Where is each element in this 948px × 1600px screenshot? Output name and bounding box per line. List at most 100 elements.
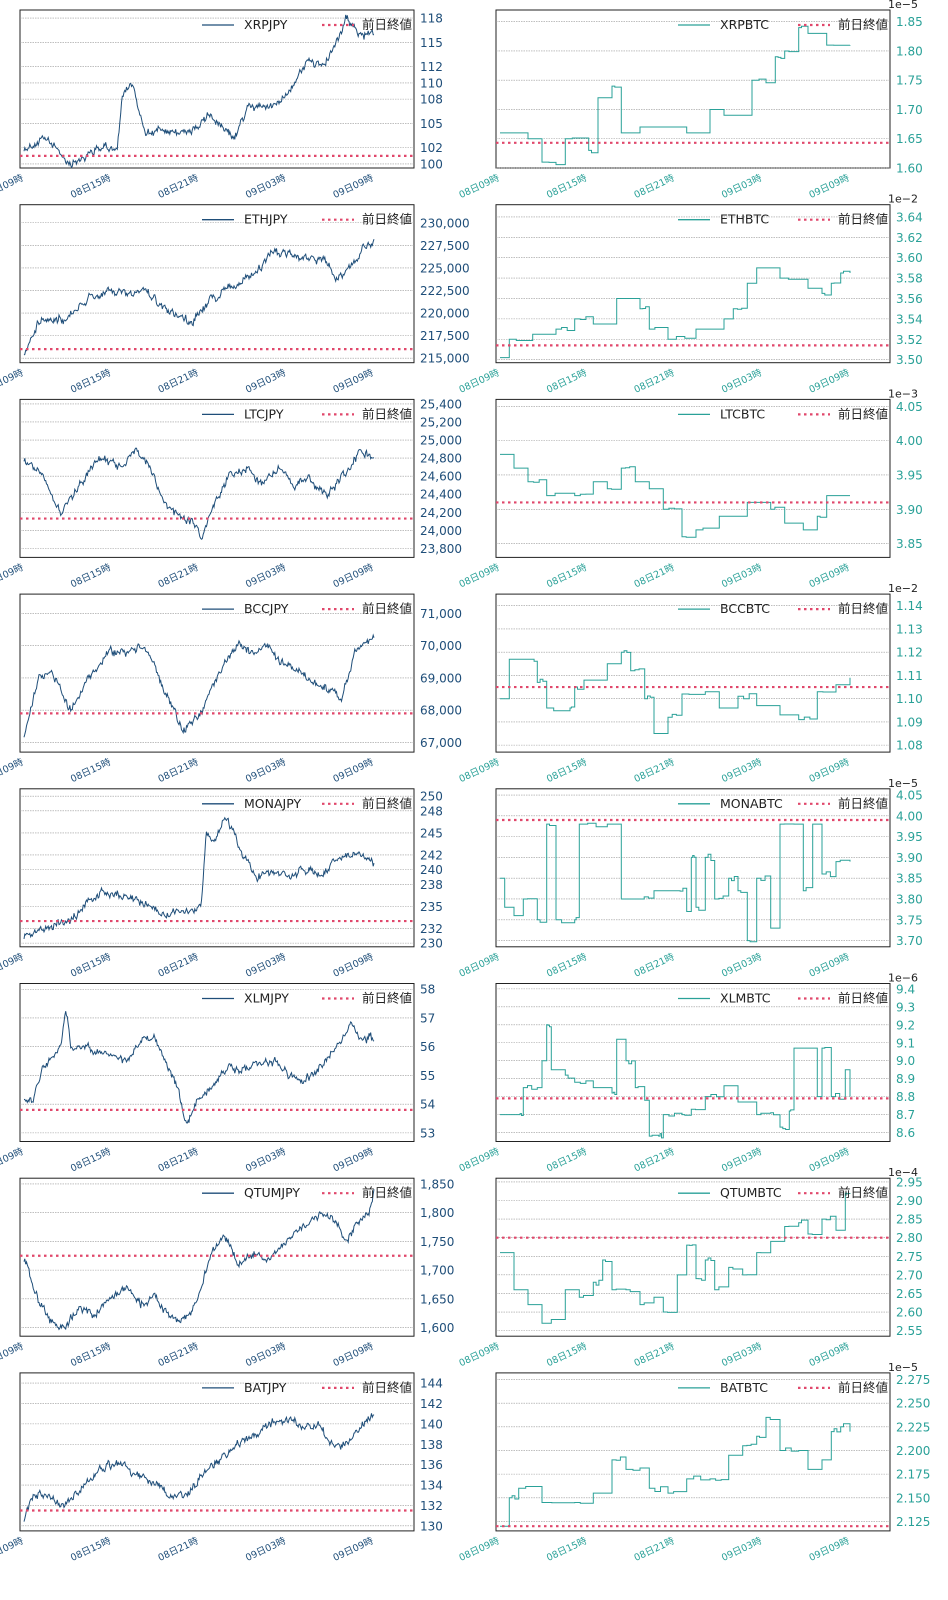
y-tick-label: 1.75: [896, 74, 923, 88]
y-tick-label: 9.4: [896, 982, 915, 996]
x-tick-label: 09日03時: [720, 757, 764, 785]
y-tick-label: 24,400: [420, 488, 462, 502]
series-line-batjpy: [23, 1413, 375, 1522]
chart-ethbtc: 3.50 3.52 3.54 3.56 3.58 3.60 3.62 3.64 1e−2 08日0…: [457, 193, 922, 396]
x-tick-label: 08日21時: [156, 1146, 200, 1174]
y-tick-label: 140: [420, 1417, 443, 1431]
y-tick-label: 1,600: [420, 1321, 454, 1335]
y-tick-label: 1.09: [896, 715, 923, 729]
y-tick-label: 134: [420, 1479, 443, 1493]
plot-frame: [495, 1372, 891, 1532]
x-tick-label: 09日03時: [720, 1535, 764, 1563]
y-tick-label: 54: [420, 1098, 435, 1112]
y-exponent-label: 1e−5: [888, 777, 918, 790]
chart-xlmjpy: 53 54 55 56 57 58 08日09時 08日15時 08日21時 09日03時 09日0…: [0, 983, 435, 1175]
legend-label-prev-close: 前日終値: [362, 406, 412, 421]
y-exponent-label: 1e−2: [888, 193, 918, 206]
legend-label-prev-close: 前日終値: [838, 17, 888, 32]
y-tick-label: 3.70: [896, 934, 923, 948]
x-tick-label: 08日09時: [457, 562, 501, 590]
y-tick-label: 1,800: [420, 1206, 454, 1220]
legend-label-series: BCCBTC: [720, 601, 770, 616]
legend-label-prev-close: 前日終値: [838, 1380, 888, 1395]
y-tick-label: 25,200: [420, 415, 462, 429]
x-tick-label: 08日15時: [545, 367, 589, 395]
y-tick-label: 222,500: [420, 284, 470, 298]
y-tick-label: 2.175: [896, 1468, 930, 1482]
y-tick-label: 9.1: [896, 1036, 915, 1050]
y-tick-label: 108: [420, 93, 443, 107]
chart-ltcjpy: 23,800 24,000 24,200 24,400 24,600 24,800 25,0…: [0, 397, 462, 590]
y-tick-label: 1.13: [896, 622, 923, 636]
y-tick-label: 24,600: [420, 470, 462, 484]
x-tick-label: 08日21時: [156, 1535, 200, 1563]
y-exponent-label: 1e−5: [888, 1361, 918, 1374]
x-tick-label: 08日15時: [69, 367, 113, 395]
legend-label-prev-close: 前日終値: [838, 796, 888, 811]
y-tick-label: 3.90: [896, 851, 923, 865]
y-tick-label: 2.95: [896, 1175, 923, 1189]
y-tick-label: 227,500: [420, 239, 470, 253]
x-tick-label: 09日09時: [807, 367, 851, 395]
y-tick-label: 8.8: [896, 1090, 915, 1104]
x-tick-label: 09日03時: [720, 1146, 764, 1174]
y-tick-label: 230,000: [420, 216, 470, 230]
x-tick-label: 08日15時: [69, 173, 113, 201]
x-tick-label: 09日03時: [720, 173, 764, 201]
y-tick-label: 3.95: [896, 830, 923, 844]
legend-label-series: QTUMJPY: [244, 1185, 300, 1200]
plot-frame: [19, 398, 415, 558]
legend-label-prev-close: 前日終値: [838, 1185, 888, 1200]
y-tick-label: 110: [420, 76, 443, 90]
legend-label-series: BATJPY: [244, 1380, 287, 1395]
legend-label-prev-close: 前日終値: [362, 1380, 412, 1395]
legend-label-series: ETHBTC: [720, 212, 769, 227]
y-tick-label: 2.275: [896, 1373, 930, 1387]
y-tick-label: 69,000: [420, 671, 462, 685]
x-tick-label: 08日09時: [457, 173, 501, 201]
legend-label-series: MONABTC: [720, 796, 783, 811]
x-tick-label: 09日03時: [720, 951, 764, 979]
series-line-xrpbtc: [500, 25, 851, 166]
x-tick-label: 09日03時: [720, 1341, 764, 1369]
y-tick-label: 2.85: [896, 1213, 923, 1227]
y-tick-label: 1.80: [896, 44, 923, 58]
x-tick-label: 09日03時: [244, 951, 288, 979]
legend-label-series: QTUMBTC: [720, 1185, 782, 1200]
legend-label-series: XRPBTC: [720, 17, 769, 32]
legend-label-prev-close: 前日終値: [362, 796, 412, 811]
x-tick-label: 08日15時: [545, 173, 589, 201]
series-line-ltcjpy: [23, 447, 375, 540]
x-tick-label: 09日09時: [331, 757, 375, 785]
x-tick-label: 09日09時: [807, 1146, 851, 1174]
y-tick-label: 55: [420, 1069, 435, 1083]
series-line-ltcbtc: [500, 453, 850, 538]
y-tick-label: 130: [420, 1519, 443, 1533]
y-tick-label: 225,000: [420, 261, 470, 275]
y-tick-label: 230: [420, 937, 443, 951]
legend-label-prev-close: 前日終値: [362, 17, 412, 32]
x-tick-label: 09日09時: [807, 951, 851, 979]
legend-label-prev-close: 前日終値: [838, 601, 888, 616]
chart-bccjpy: 67,000 68,000 69,000 70,000 71,000 08日09時 08日1…: [0, 593, 462, 785]
x-tick-label: 08日21時: [632, 173, 676, 201]
chart-qtumbtc: 2.55 2.60 2.65 2.70 2.75 2.80 2.85 2.90 2.951e−4…: [457, 1166, 922, 1369]
y-tick-label: 1,650: [420, 1292, 454, 1306]
x-tick-label: 08日09時: [0, 1535, 26, 1563]
y-tick-label: 112: [420, 60, 443, 74]
plot-frame: [495, 788, 891, 948]
y-tick-label: 3.52: [896, 333, 923, 347]
y-exponent-label: 1e−2: [888, 582, 918, 595]
x-tick-label: 08日21時: [632, 1146, 676, 1174]
y-tick-label: 8.9: [896, 1072, 915, 1086]
x-tick-label: 08日15時: [545, 1535, 589, 1563]
x-tick-label: 08日21時: [156, 757, 200, 785]
x-tick-label: 08日09時: [0, 1341, 26, 1369]
x-tick-label: 09日09時: [331, 1146, 375, 1174]
y-tick-label: 2.125: [896, 1515, 930, 1529]
y-tick-label: 105: [420, 117, 443, 131]
legend-label-prev-close: 前日終値: [362, 991, 412, 1006]
y-tick-label: 1.08: [896, 739, 923, 753]
